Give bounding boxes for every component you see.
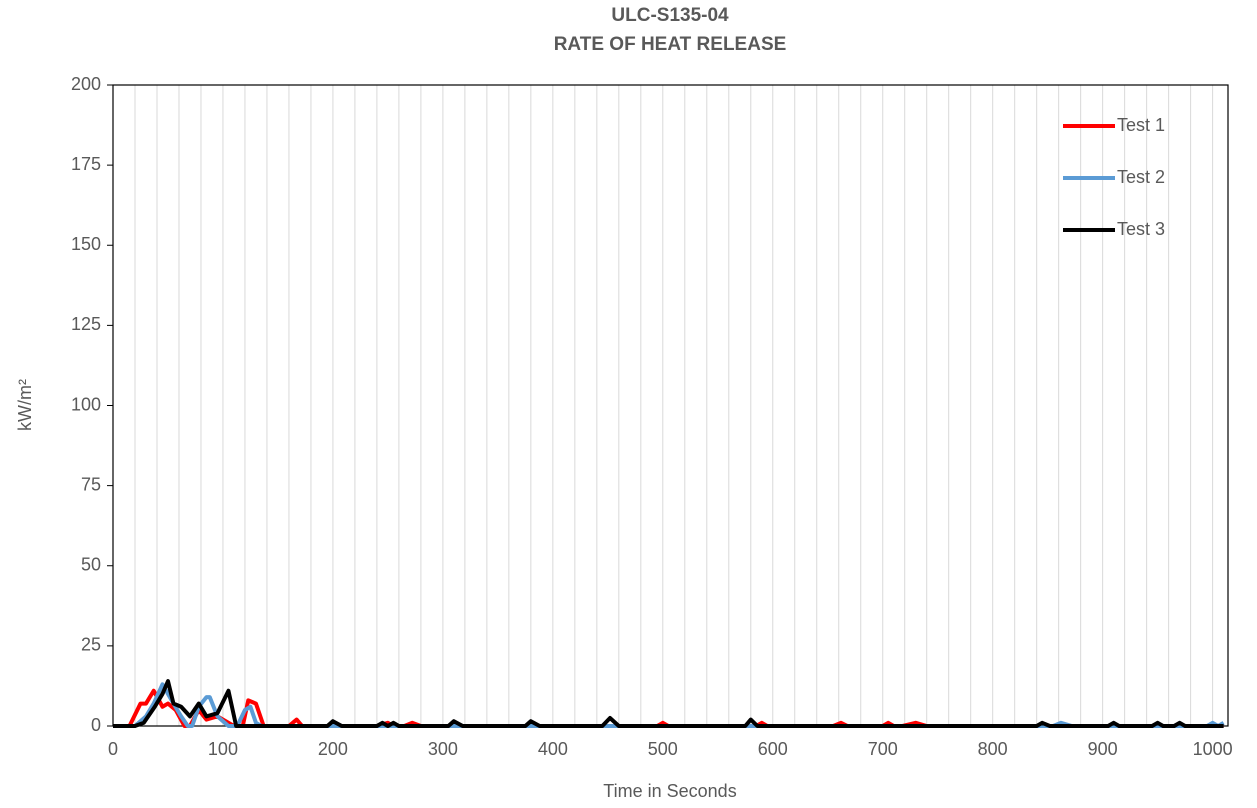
x-tick-label: 800 — [978, 739, 1008, 759]
x-tick-label: 500 — [648, 739, 678, 759]
x-tick-label: 1000 — [1193, 739, 1233, 759]
y-tick-label: 50 — [81, 555, 101, 575]
x-tick-label: 600 — [758, 739, 788, 759]
y-tick-label: 0 — [91, 715, 101, 735]
y-tick-label: 200 — [71, 74, 101, 94]
x-tick-label: 0 — [108, 739, 118, 759]
y-tick-label: 100 — [71, 394, 101, 414]
chart-subtitle: RATE OF HEAT RELEASE — [554, 34, 787, 55]
legend-label: Test 1 — [1117, 115, 1165, 135]
y-tick-label: 75 — [81, 474, 101, 494]
y-tick-label: 175 — [71, 154, 101, 174]
x-tick-label: 200 — [318, 739, 348, 759]
x-tick-label: 700 — [868, 739, 898, 759]
y-tick-label: 125 — [71, 314, 101, 334]
chart-title: ULC-S135-04 — [611, 5, 729, 26]
x-axis-label: Time in Seconds — [603, 781, 736, 801]
legend-label: Test 3 — [1117, 219, 1165, 239]
series-line — [113, 682, 1225, 728]
series-line — [113, 679, 1224, 728]
x-tick-label: 100 — [208, 739, 238, 759]
legend-label: Test 2 — [1117, 167, 1165, 187]
x-tick-label: 900 — [1088, 739, 1118, 759]
y-axis-label: kW/m² — [15, 379, 35, 431]
y-tick-label: 150 — [71, 234, 101, 254]
y-tick-label: 25 — [81, 635, 101, 655]
plot-frame — [112, 84, 1229, 727]
series-line — [113, 688, 1224, 728]
x-tick-label: 400 — [538, 739, 568, 759]
x-tick-label: 300 — [428, 739, 458, 759]
